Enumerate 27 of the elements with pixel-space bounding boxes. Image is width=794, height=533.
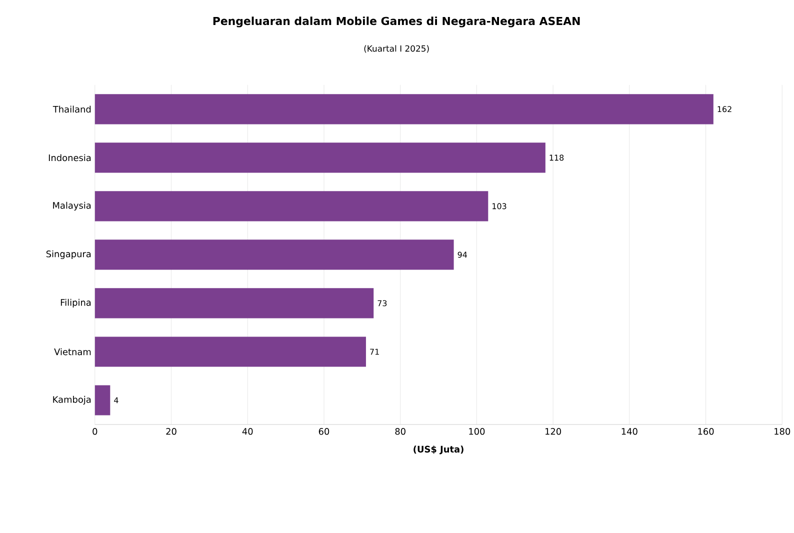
bar — [94, 239, 454, 270]
bar — [94, 385, 110, 416]
y-tick-label: Indonesia — [48, 154, 91, 161]
x-tick-label: 140 — [622, 428, 638, 435]
y-tick-label: Vietnam — [54, 348, 91, 356]
x-tick-label: 20 — [166, 428, 176, 435]
x-tick-label: 100 — [469, 428, 485, 435]
bar — [94, 190, 488, 222]
x-tick-label: 80 — [395, 428, 406, 435]
y-tick-label: Filipina — [60, 298, 91, 308]
x-tick-label: 0 — [92, 428, 98, 435]
y-tick-label: Singapura — [46, 250, 91, 259]
x-tick-label: 40 — [242, 428, 253, 435]
x-tick-label: 180 — [774, 428, 790, 435]
y-tick-label: Kamboja — [53, 396, 91, 404]
y-tick-label: Thailand — [52, 106, 91, 112]
bar — [94, 142, 546, 173]
x-tick-label: 160 — [698, 428, 714, 435]
bar — [94, 94, 714, 124]
x-tick-label: 60 — [318, 428, 330, 435]
bar — [94, 336, 366, 367]
x-axis-title: (US$ Juta) — [414, 445, 464, 454]
y-tick-label: Malaysia — [53, 202, 91, 210]
bar — [94, 288, 374, 318]
x-tick-label: 120 — [545, 428, 562, 435]
chart-title: Pengeluaran dalam Mobile Games di Negara-Negara ASEAN — [213, 16, 580, 28]
chart-subtitle: (Kuartal I 2025) — [364, 44, 429, 53]
